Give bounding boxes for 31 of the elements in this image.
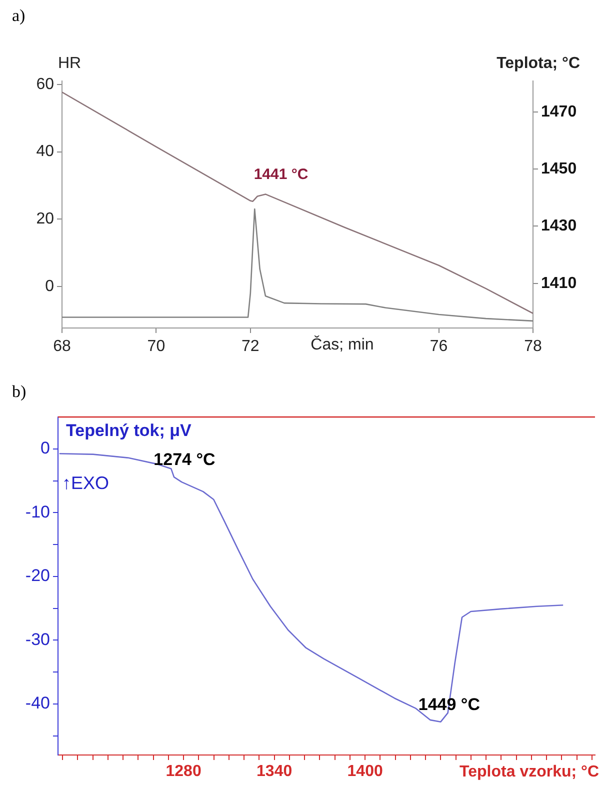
y2-tick-label: 1450 xyxy=(541,160,577,178)
y-axis-title: HR xyxy=(58,55,82,72)
x-tick-label: 1340 xyxy=(256,763,292,780)
y2-axis-title: Teplota; °C xyxy=(496,55,580,72)
annotation: 1274 °C xyxy=(154,450,216,470)
y-tick-label: -30 xyxy=(25,630,50,649)
y-tick-label: 40 xyxy=(36,143,54,160)
x-tick-label: 68 xyxy=(53,338,71,356)
y-tick-label: -40 xyxy=(25,694,50,713)
y-axis-title: Tepelný tok; μV xyxy=(66,421,192,440)
y-tick-label: 60 xyxy=(36,76,54,93)
y2-tick-label: 1470 xyxy=(541,103,577,120)
x-axis-title: Teplota vzorku; °C xyxy=(460,763,600,780)
y-tick-label: 20 xyxy=(36,210,54,228)
annotation: 1441 °C xyxy=(254,166,308,183)
y-tick-label: 0 xyxy=(45,278,54,295)
x-axis-title: Čas; min xyxy=(310,335,374,354)
x-tick-label: 1280 xyxy=(166,763,202,780)
x-tick-label: 78 xyxy=(524,338,542,356)
chart-title: a) xyxy=(12,6,26,26)
y-tick-label: -20 xyxy=(25,566,50,586)
x-tick-label: 70 xyxy=(147,338,166,356)
x-tick-label: 1400 xyxy=(347,763,383,780)
y2-tick-label: 1430 xyxy=(541,218,577,235)
annotation: ↑EXO xyxy=(62,473,110,493)
y-tick-label: 0 xyxy=(40,438,50,458)
x-tick-label: 76 xyxy=(430,338,448,356)
x-tick-label: 72 xyxy=(242,338,260,356)
chart-title: b) xyxy=(12,382,26,402)
y2-tick-label: 1410 xyxy=(541,274,577,292)
y-tick-label: -10 xyxy=(25,502,50,522)
